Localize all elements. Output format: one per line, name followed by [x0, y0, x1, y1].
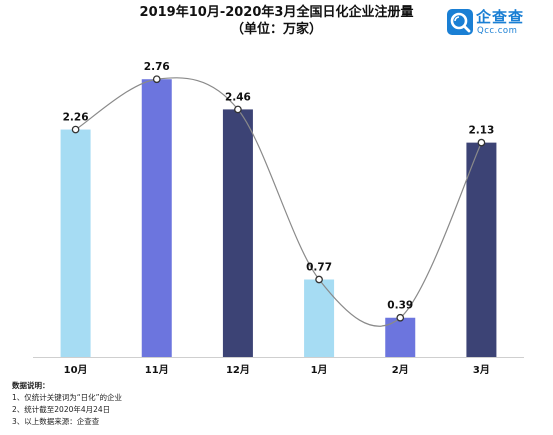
trend-point-5: [396, 313, 405, 322]
bar-6: [466, 142, 497, 357]
x-tick-label-1: 10月: [64, 364, 88, 376]
bar-2: [141, 79, 172, 357]
chart-title-main: 2019年10月-2020年3月全国日化企业注册量: [139, 5, 414, 20]
trend-line: [75, 77, 482, 327]
trend-point-1: [71, 125, 80, 134]
trend-point-2: [152, 75, 161, 84]
bar-3: [222, 109, 253, 357]
qcc-logo: 企查查 Qcc.com: [446, 6, 550, 38]
data-label-5: 0.39: [387, 300, 413, 312]
notes-item-2: 2、统计截至2020年4月24日: [12, 405, 111, 414]
data-label-1: 2.26: [63, 112, 89, 124]
trend-point-4: [315, 275, 323, 284]
notes-item-1: 1、仅统计关键词为“日化”的企业: [12, 393, 123, 402]
trend-point-3: [234, 105, 242, 114]
trend-point-6: [477, 138, 486, 147]
data-label-2: 2.76: [144, 61, 170, 73]
x-tick-label-2: 11月: [145, 364, 169, 376]
x-tick-label-6: 3月: [473, 364, 490, 376]
chart-title-unit: （单位：万家）: [230, 22, 322, 37]
notes-heading: 数据说明：: [12, 381, 50, 390]
logo-name: 企查查: [476, 8, 525, 26]
data-label-4: 0.77: [306, 262, 332, 274]
qcc-magnifier-logo-icon: [447, 9, 473, 35]
x-tick-label-4: 1月: [311, 364, 328, 376]
notes-item-3: 3、以上数据来源：企查查: [12, 417, 100, 426]
data-label-3: 2.46: [225, 91, 251, 103]
data-label-6: 2.13: [468, 125, 494, 137]
bar-4: [304, 279, 335, 357]
bar-1: [60, 129, 91, 357]
data-notes: 数据说明： 1、仅统计关键词为“日化”的企业 2、统计截至2020年4月24日 …: [12, 380, 122, 428]
x-tick-label-3: 12月: [226, 364, 250, 376]
chart-title: 2019年10月-2020年3月全国日化企业注册量 （单位：万家）: [0, 4, 553, 38]
logo-domain: Qcc.com: [477, 26, 518, 36]
x-tick-label-5: 2月: [392, 364, 409, 376]
